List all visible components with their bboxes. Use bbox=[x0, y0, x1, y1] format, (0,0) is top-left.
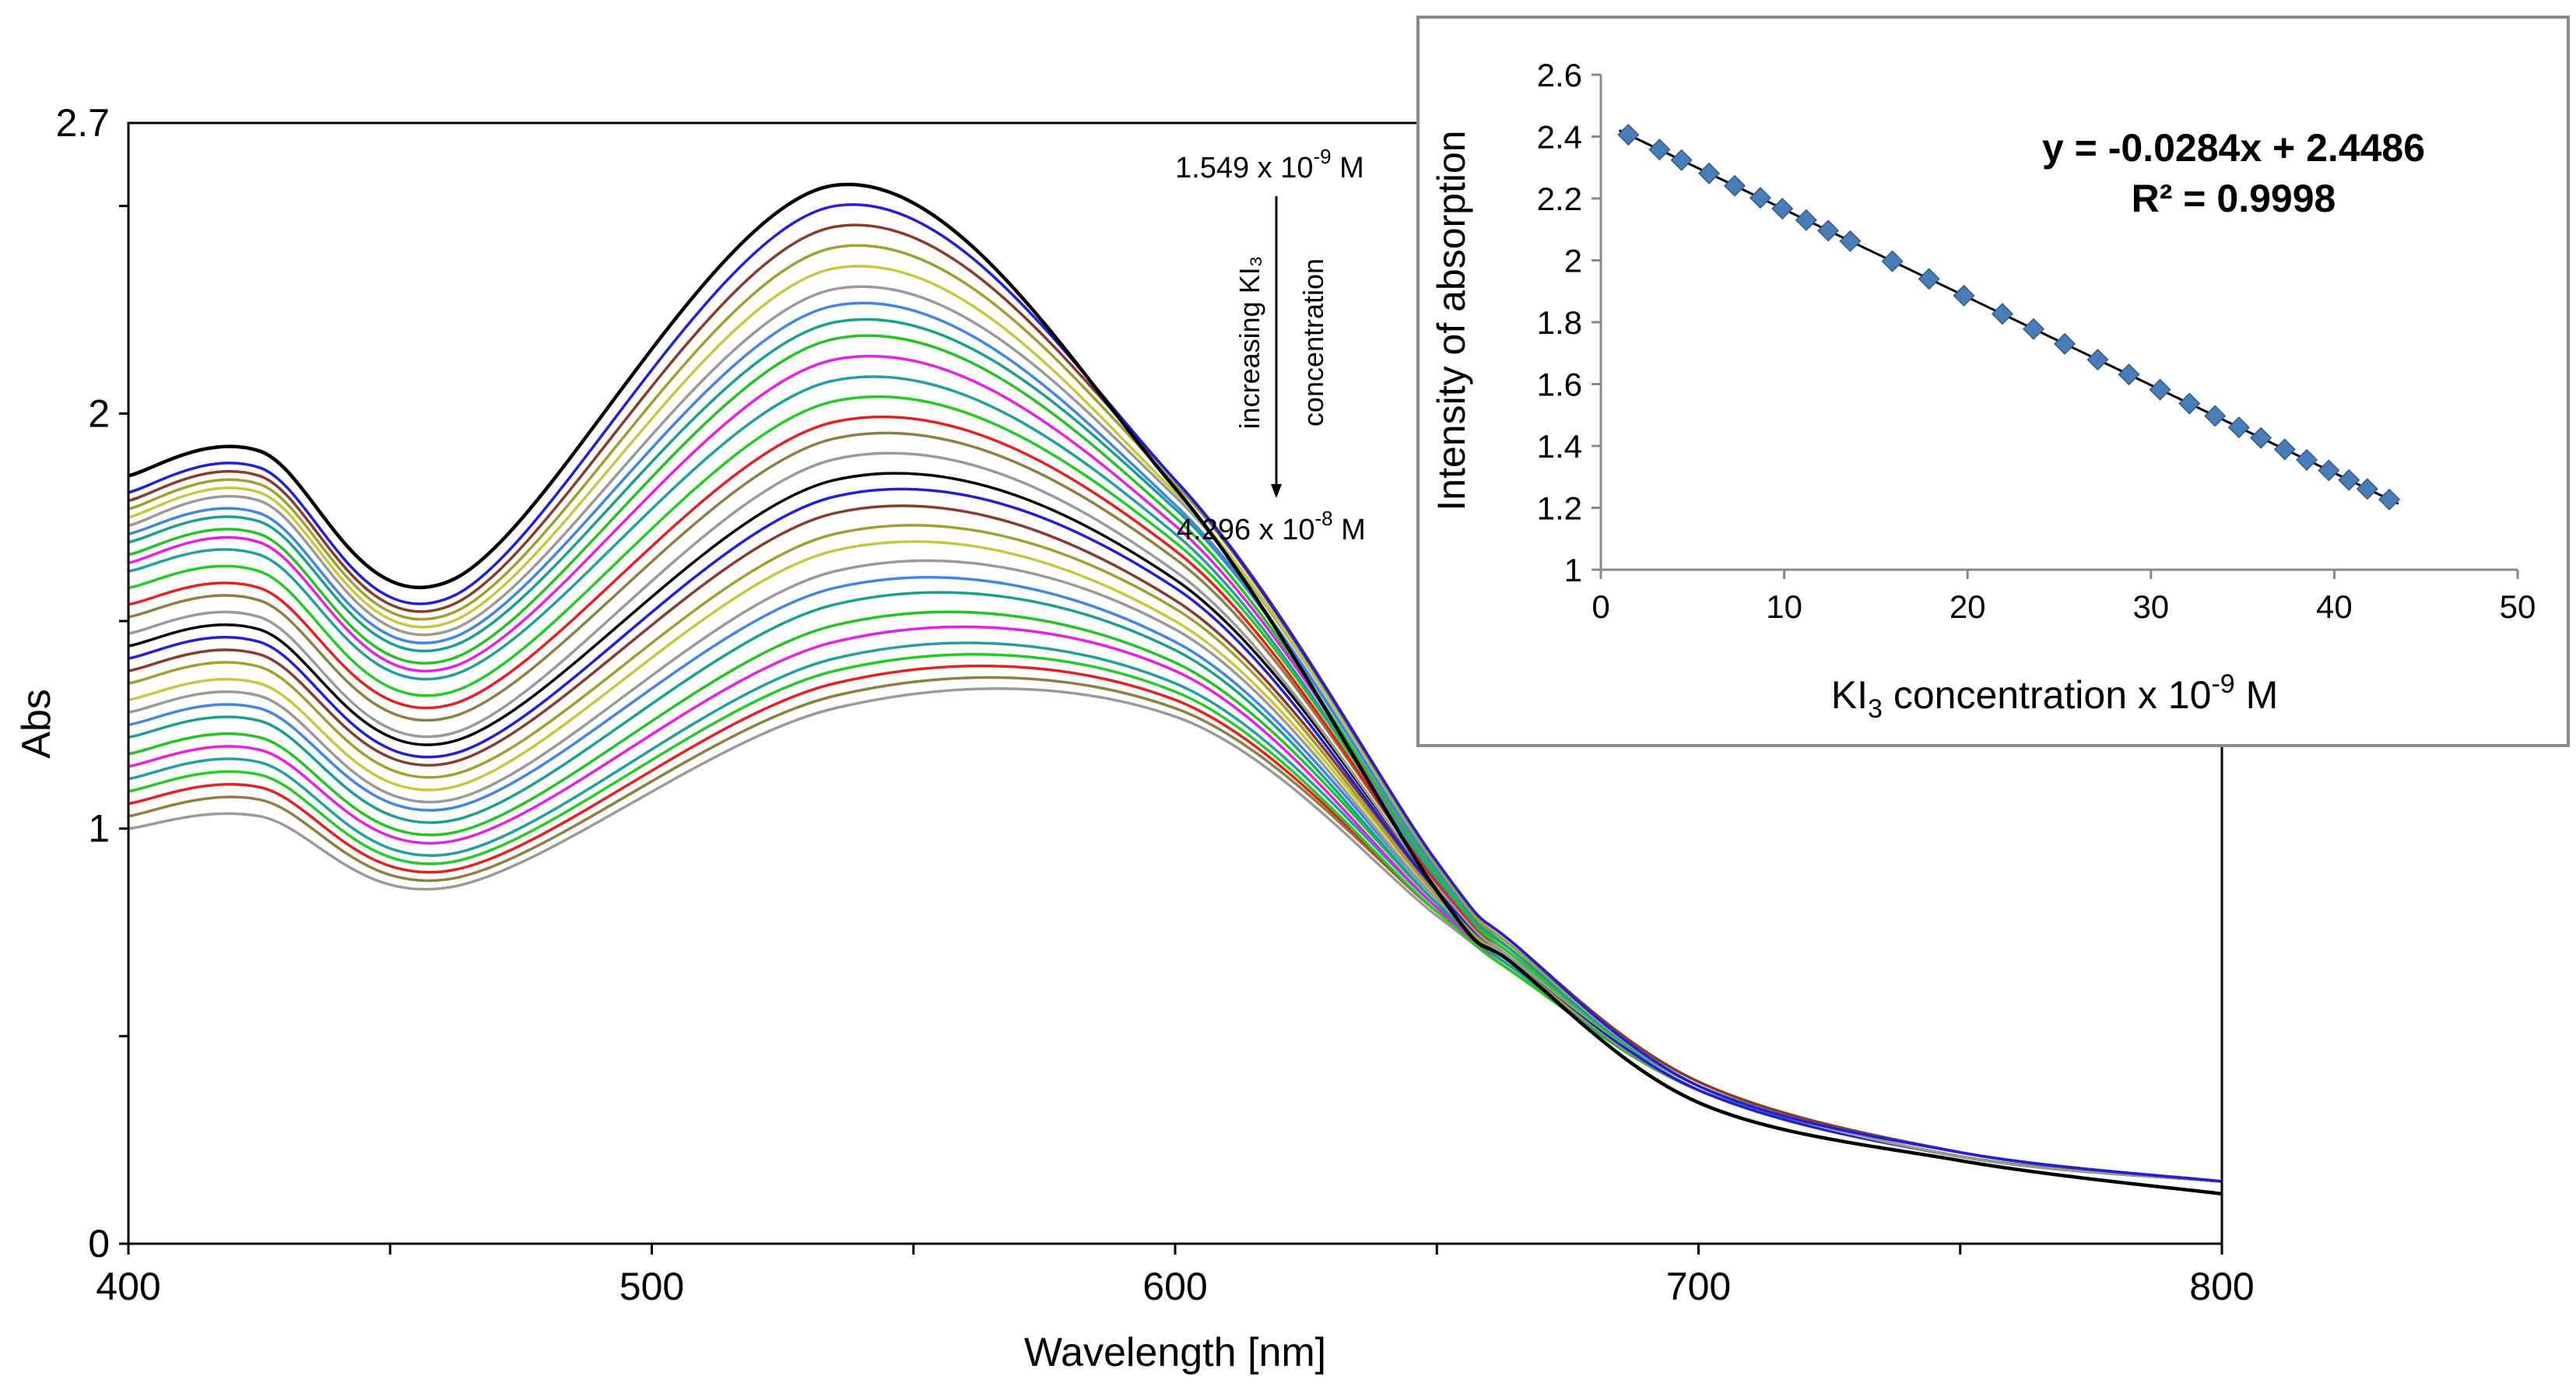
inset-data-point bbox=[2227, 416, 2250, 439]
spectrum-series-line bbox=[128, 676, 2223, 1183]
inset-data-point bbox=[1697, 162, 1721, 184]
spectrum-x-tick-label: 800 bbox=[2189, 1265, 2254, 1308]
inset-data-point bbox=[1670, 149, 1693, 171]
spectrum-x-axis-label: Wavelength [nm] bbox=[1024, 1330, 1326, 1375]
spectrum-series-line bbox=[128, 487, 2223, 1183]
inset-data-point bbox=[1839, 230, 1862, 252]
inset-data-point bbox=[2149, 378, 2171, 401]
inset-y-tick-label: 1.6 bbox=[1537, 367, 1582, 403]
inset-y-tick-label: 1.8 bbox=[1537, 304, 1582, 341]
spectrum-y-tick-label: 1 bbox=[88, 807, 110, 851]
inset-data-point bbox=[1918, 268, 1940, 290]
inset-data-point bbox=[2356, 478, 2378, 500]
inset-data-point bbox=[1723, 174, 1746, 197]
inset-x-tick-label: 30 bbox=[2132, 588, 2169, 625]
inset-data-point bbox=[1795, 209, 1817, 231]
spectrum-y-tick-label: 2 bbox=[88, 391, 110, 435]
inset-x-tick-label: 50 bbox=[2500, 588, 2536, 625]
inset-data-point bbox=[2118, 363, 2140, 386]
inset-data-point bbox=[2086, 349, 2109, 371]
inset-y-tick-label: 2 bbox=[1564, 243, 1582, 279]
inset-x-axis: 0 10 20 30 40 50 bbox=[1592, 570, 2536, 625]
inset-data-point bbox=[1953, 284, 1975, 307]
inset-x-tick-label: 20 bbox=[1950, 588, 1986, 625]
spectrum-y-axis-label: Abs bbox=[14, 689, 59, 759]
spectrum-series-group bbox=[128, 182, 2223, 1196]
inset-box bbox=[1416, 16, 2570, 747]
inset-x-tick-label: 10 bbox=[1766, 588, 1802, 625]
annotation-arrow-text-1: increasing KI₃ bbox=[1234, 256, 1265, 430]
inset-points-group bbox=[1617, 124, 2401, 511]
spectrum-y-tick-label: 2.7 bbox=[55, 101, 110, 145]
inset-data-point bbox=[2318, 459, 2340, 482]
spectrum-x-tick-label: 600 bbox=[1142, 1265, 1207, 1308]
inset-data-point bbox=[2204, 405, 2227, 427]
inset-data-point bbox=[2054, 332, 2076, 355]
spectrum-y-axis: 0 1 2 2.7 bbox=[55, 101, 128, 1265]
inset-data-point bbox=[2022, 318, 2045, 340]
inset-data-point bbox=[1991, 303, 2014, 325]
inset-data-point bbox=[1617, 124, 1640, 146]
inset-y-tick-label: 2.6 bbox=[1537, 57, 1582, 93]
annotation-top-concentration: 1.549 x 10-9 M bbox=[1175, 145, 1364, 184]
trendline-r-squared: R² = 0.9998 bbox=[2132, 177, 2336, 220]
inset-data-point bbox=[2338, 469, 2360, 491]
inset-y-tick-label: 1.2 bbox=[1537, 490, 1582, 527]
inset-y-tick-label: 2.4 bbox=[1537, 119, 1582, 156]
inset-data-point bbox=[1881, 250, 1904, 272]
inset-data-point bbox=[1749, 187, 1772, 209]
inset-data-point bbox=[2178, 392, 2201, 415]
spectrum-series-line bbox=[128, 203, 2223, 1183]
inset-y-axis: 1 1.2 1.4 1.6 1.8 2 2.2 2.4 2.6 bbox=[1537, 57, 1601, 588]
concentration-annotation: 1.549 x 10-9 M increasing KI₃ concentrat… bbox=[1175, 145, 1366, 546]
spectrum-series-line bbox=[128, 687, 2223, 1183]
inset-x-axis-label: KI3 concentration x 10-9 M bbox=[1831, 669, 2278, 724]
spectrum-x-tick-label: 500 bbox=[619, 1265, 684, 1308]
calibration-inset: 0 10 20 30 40 50 1 1.2 1.4 1.6 1.8 2 2.2 2.4 2.6 Inte… bbox=[1416, 16, 2570, 747]
inset-y-tick-label: 1 bbox=[1564, 552, 1582, 588]
spectrum-x-tick-label: 400 bbox=[96, 1265, 160, 1308]
inset-data-point bbox=[1648, 139, 1671, 161]
spectrum-y-tick-label: 0 bbox=[88, 1222, 110, 1265]
inset-y-axis-label: Intensity of absorption bbox=[1430, 130, 1473, 511]
inset-x-tick-label: 40 bbox=[2316, 588, 2353, 625]
inset-x-tick-label: 0 bbox=[1592, 588, 1609, 625]
inset-data-point bbox=[2378, 488, 2401, 511]
spectrum-x-tick-label: 700 bbox=[1666, 1265, 1731, 1308]
annotation-arrowhead bbox=[1271, 484, 1282, 498]
inset-data-point bbox=[1771, 198, 1794, 220]
annotation-bottom-concentration: 4.296 x 10-8 M bbox=[1177, 507, 1366, 546]
inset-data-point bbox=[2295, 448, 2318, 471]
spectrum-series-line bbox=[128, 182, 2223, 1196]
inset-data-point bbox=[2250, 426, 2272, 449]
inset-data-point bbox=[2273, 438, 2296, 461]
trendline-equation: y = -0.0284x + 2.4486 bbox=[2042, 126, 2425, 170]
annotation-arrow-text-2: concentration bbox=[1297, 258, 1329, 426]
inset-y-tick-label: 1.4 bbox=[1537, 428, 1582, 465]
spectrum-x-axis: 400 500 600 700 800 bbox=[96, 1244, 2255, 1308]
inset-data-point bbox=[1817, 219, 1840, 242]
inset-y-tick-label: 2.2 bbox=[1537, 181, 1582, 217]
